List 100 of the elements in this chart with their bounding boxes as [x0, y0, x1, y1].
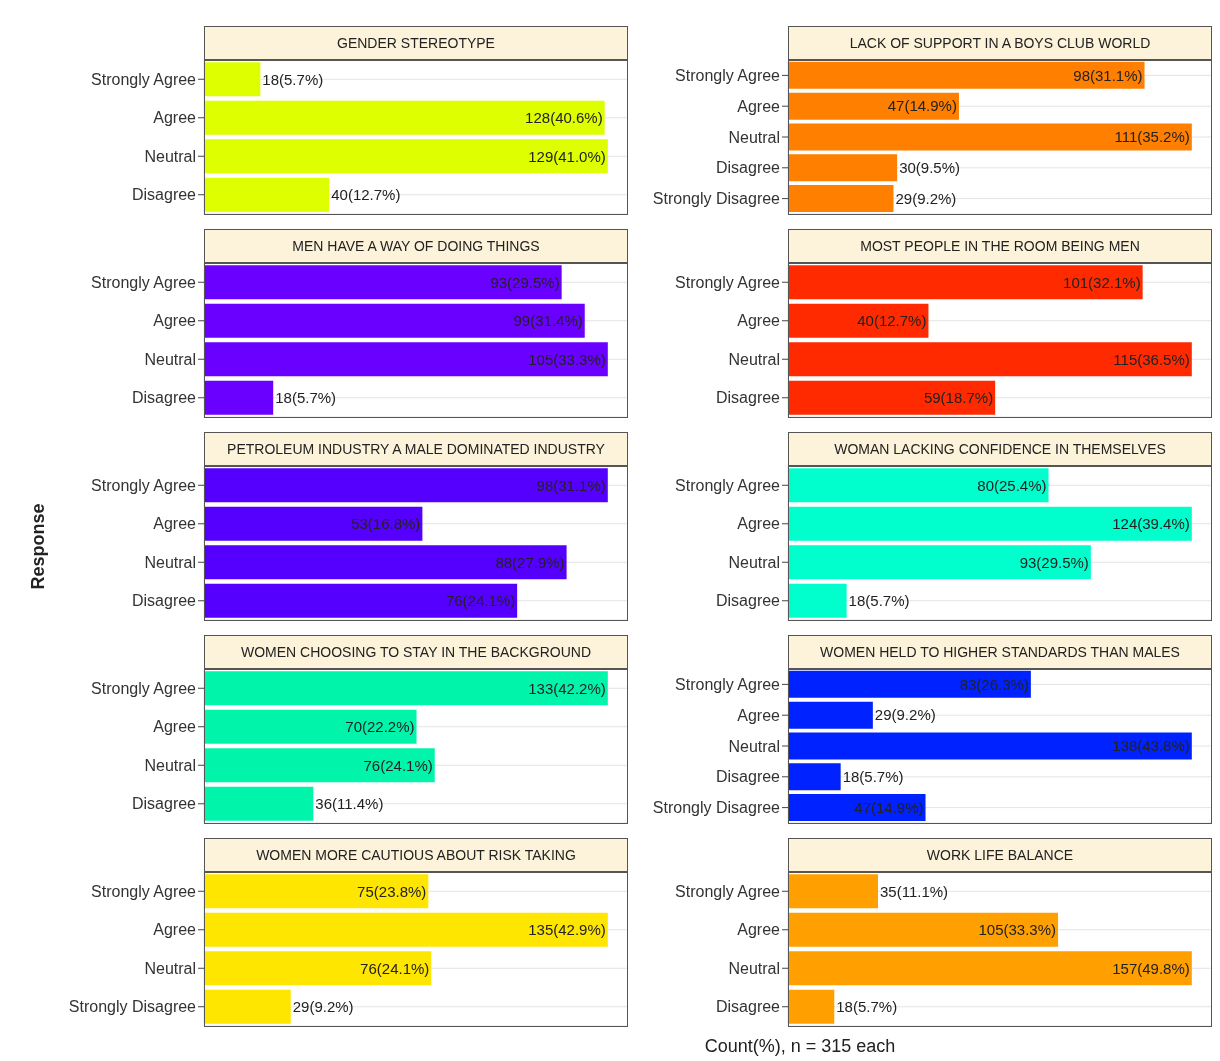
data-label: 115(36.5%)	[1113, 350, 1190, 368]
data-label: 18(5.7%)	[262, 70, 324, 88]
y-tick-label: Strongly Agree	[675, 67, 781, 85]
x-axis-title: Count(%), n = 315 each	[703, 1036, 897, 1057]
data-label: 36(11.4%)	[315, 795, 384, 813]
y-tick-label: Strongly Agree	[675, 273, 781, 291]
data-label: 138(43.8%)	[1112, 737, 1190, 755]
y-tick-label: Agree	[153, 921, 197, 939]
y-tick-label: Agree	[737, 97, 781, 115]
y-tick-label: Disagree	[715, 592, 781, 610]
data-label: 53(16.8%)	[351, 515, 421, 533]
y-tick-label: Disagree	[131, 186, 197, 204]
y-tick-label: Agree	[737, 515, 781, 533]
bar	[788, 874, 879, 909]
data-label: 98(31.1%)	[1073, 66, 1143, 84]
y-tick-label: Strongly Disagree	[652, 799, 781, 817]
data-label: 133(42.2%)	[528, 679, 606, 697]
data-label: 40(12.7%)	[331, 186, 401, 204]
data-label: 18(5.7%)	[842, 768, 904, 785]
bar	[204, 468, 608, 503]
y-tick-label: Strongly Agree	[91, 70, 197, 88]
y-tick-label: Disagree	[715, 159, 781, 177]
y-tick-label: Strongly Agree	[91, 882, 197, 900]
data-label: 83(26.3%)	[959, 675, 1029, 693]
bar	[204, 62, 261, 97]
y-tick-label: Disagree	[715, 768, 781, 786]
data-label: 135(42.9%)	[528, 921, 606, 939]
data-label: 18(5.7%)	[848, 592, 910, 610]
y-tick-label: Disagree	[131, 795, 197, 813]
data-label: 47(14.9%)	[887, 97, 957, 115]
y-tick-label: Agree	[153, 109, 197, 127]
chart-title: LACK OF SUPPORT IN A BOYS CLUB WORLD	[788, 26, 1212, 60]
data-label: 76(24.1%)	[445, 592, 516, 610]
y-tick-label: Strongly Agree	[675, 476, 781, 494]
y-tick-label: Strongly Agree	[675, 676, 781, 694]
bar	[788, 154, 898, 182]
chart-title: MEN HAVE A WAY OF DOING THINGS	[204, 229, 628, 263]
y-tick-label: Strongly Disagree	[652, 190, 781, 208]
data-label: 88(27.9%)	[495, 553, 565, 571]
y-tick-label: Neutral	[728, 553, 780, 571]
y-tick-label: Neutral	[144, 350, 196, 368]
y-tick-label: Strongly Disagree	[68, 998, 197, 1016]
y-tick-label: Neutral	[728, 737, 780, 755]
bar	[204, 709, 417, 744]
data-label: 93(29.5%)	[1019, 553, 1089, 571]
y-tick-label: Disagree	[131, 389, 197, 407]
y-tick-label: Strongly Agree	[91, 679, 197, 697]
bar	[204, 303, 585, 338]
y-tick-label: Strongly Agree	[91, 273, 197, 291]
bar	[788, 545, 1091, 580]
data-label: 30(9.5%)	[899, 159, 961, 176]
data-label: 18(5.7%)	[275, 389, 337, 407]
bar	[788, 763, 841, 791]
bar	[788, 123, 1192, 151]
chart-title: WOMEN HELD TO HIGHER STANDARDS THAN MALES	[788, 635, 1212, 669]
data-label: 101(32.1%)	[1063, 273, 1141, 291]
y-tick-label: Neutral	[728, 350, 780, 368]
bar	[204, 748, 435, 783]
y-tick-label: Agree	[153, 515, 197, 533]
y-tick-label: Agree	[737, 921, 781, 939]
data-label: 18(5.7%)	[836, 998, 898, 1016]
data-label: 105(33.3%)	[528, 350, 606, 368]
y-tick-label: Disagree	[715, 389, 781, 407]
y-tick-label: Agree	[737, 706, 781, 724]
bar	[788, 303, 929, 338]
bar	[204, 177, 330, 212]
data-label: 40(12.7%)	[857, 312, 927, 330]
data-label: 76(24.1%)	[360, 959, 430, 977]
data-label: 75(23.8%)	[357, 882, 427, 900]
y-tick-label: Neutral	[144, 756, 196, 774]
bar	[788, 380, 996, 415]
data-label: 93(29.5%)	[490, 273, 560, 291]
data-label: 157(49.8%)	[1112, 959, 1190, 977]
y-tick-label: Neutral	[144, 147, 196, 165]
bar	[788, 951, 1192, 986]
data-label: 124(39.4%)	[1112, 515, 1190, 533]
y-axis-title: Response	[27, 502, 49, 592]
data-label: 80(25.4%)	[977, 476, 1047, 494]
chart-title: WOMEN CHOOSING TO STAY IN THE BACKGROUND	[204, 635, 628, 669]
bar	[788, 583, 847, 618]
chart-title: GENDER STEREOTYPE	[204, 26, 628, 60]
bar	[204, 342, 608, 377]
data-label: 128(40.6%)	[525, 109, 603, 127]
bar	[788, 342, 1192, 377]
y-tick-label: Neutral	[144, 553, 196, 571]
bar	[788, 701, 873, 729]
bar	[788, 185, 894, 213]
data-label: 47(14.9%)	[854, 798, 924, 816]
bar	[788, 506, 1192, 541]
bar	[204, 786, 314, 821]
y-tick-label: Disagree	[131, 592, 197, 610]
bar	[788, 61, 1145, 89]
y-tick-label: Agree	[737, 312, 781, 330]
bar	[204, 912, 608, 947]
y-tick-label: Neutral	[728, 128, 780, 146]
bar	[204, 265, 562, 300]
chart-title: WOMAN LACKING CONFIDENCE IN THEMSELVES	[788, 432, 1212, 466]
bar	[204, 545, 567, 580]
chart-title: MOST PEOPLE IN THE ROOM BEING MEN	[788, 229, 1212, 263]
data-label: 111(35.2%)	[1114, 128, 1190, 146]
